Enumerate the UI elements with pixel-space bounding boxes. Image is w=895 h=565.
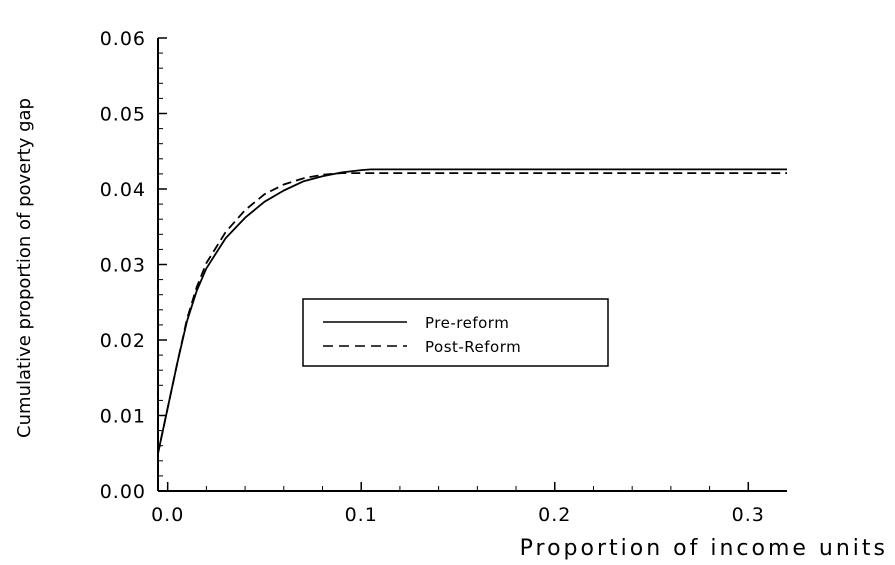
legend-box <box>302 298 609 367</box>
y-tick-label: 0.02 <box>100 330 146 352</box>
x-tick-label: 0.2 <box>538 504 571 526</box>
x-tick-label: 0.0 <box>151 504 184 526</box>
plot-area: 0.000.010.020.030.040.050.06 0.0 0.1 0.2 0.… <box>100 28 787 526</box>
x-axis-ticks: 0.0 0.1 0.2 0.3 <box>151 482 765 526</box>
y-tick-label: 0.01 <box>100 406 146 428</box>
y-axis-title: Cumulative proportion of poverty gap <box>14 98 35 438</box>
x-tick-label: 0.3 <box>732 504 765 526</box>
legend: Pre-reform Post-Reform <box>302 298 609 367</box>
x-axis-title: Proportion of income units <box>520 536 888 561</box>
legend-label-post-reform: Post-Reform <box>425 338 521 356</box>
series-line-post-reform <box>157 172 787 454</box>
legend-label-pre-reform: Pre-reform <box>425 314 509 332</box>
y-tick-label: 0.04 <box>100 179 146 201</box>
y-tick-label: 0.06 <box>100 28 146 50</box>
series-lines <box>157 168 787 454</box>
y-axis-ticks: 0.00 0.01 0.02 0.03 0.04 0.05 0.06 <box>100 28 167 503</box>
x-tick-label: 0.1 <box>345 504 378 526</box>
y-tick-label: 0.03 <box>100 255 146 277</box>
y-tick-label: 0.05 <box>100 104 146 126</box>
y-tick-label: 0.00 <box>100 481 146 503</box>
